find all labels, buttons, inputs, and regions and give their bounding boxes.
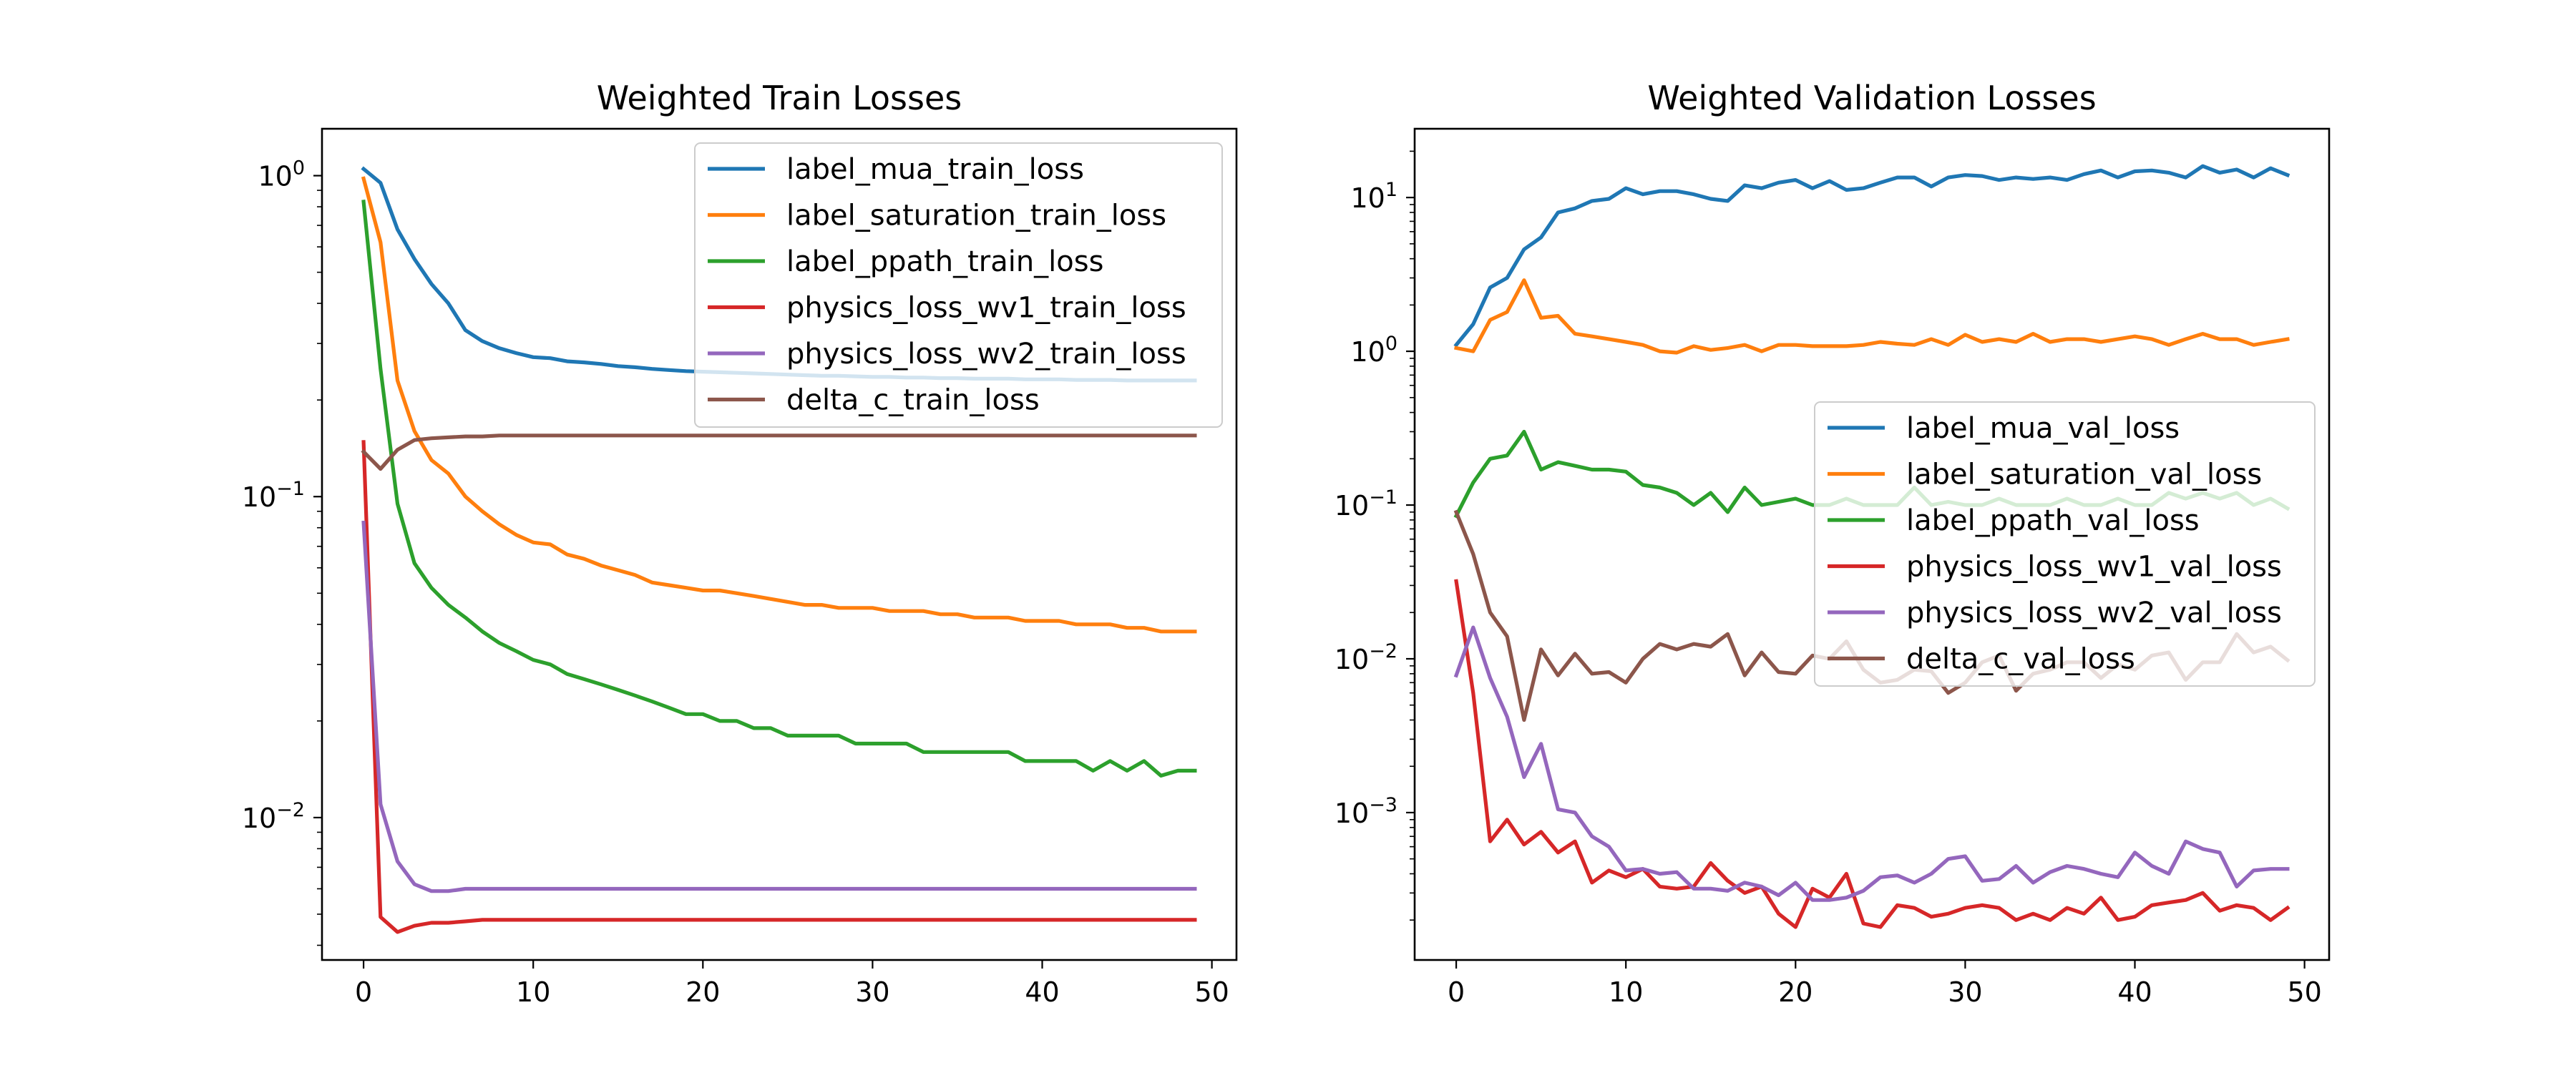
train-losses-axes-frame [321,127,1238,961]
train-losses-legend: label_mua_train_loss label_saturation_tra… [694,142,1223,428]
train-losses-legend-label: label_ppath_train_loss [786,245,1103,278]
validation-losses-x-tick-label: 10 [1609,976,1643,1008]
validation-losses-x-tick-label: 40 [2117,976,2152,1008]
validation-losses-axes-frame [1413,127,2331,961]
train-losses-y-tick-label: 10−2 [242,799,305,834]
train-losses-series-delta_c_train_loss [361,433,1197,471]
train-losses-series-physics_loss_wv2_train_loss [361,520,1197,893]
train-losses-y-tick-label: 10−1 [242,478,305,513]
validation-losses-y-tick-label: 10−2 [1335,640,1397,675]
train-losses-panel: Weighted Train Losses 0 10 20 30 40 50 100 10−1… [242,79,1238,1008]
validation-losses-legend-box [1814,401,2316,687]
train-losses-x-tick-label: 10 [516,976,550,1008]
train-losses-y-tick-label: 100 [258,157,305,192]
train-losses-x-tick-label: 20 [686,976,720,1008]
validation-losses-legend-label: physics_loss_wv1_val_loss [1906,551,2282,584]
validation-losses-x-tick-label: 0 [1448,976,1465,1008]
validation-losses-series-physics_loss_wv1_val_loss [1454,579,2290,929]
validation-losses-series-label_saturation_val_loss [1454,278,2290,355]
validation-losses-title: Weighted Validation Losses [1647,79,2096,117]
train-losses-legend-label: delta_c_train_loss [786,384,1040,417]
validation-losses-series-label_mua_val_loss [1453,164,2290,348]
train-losses-series-label_ppath_train_loss [361,200,1197,778]
validation-losses-series-physics_loss_wv2_val_loss [1453,625,2290,902]
train-losses-series-label_saturation_train_loss [361,176,1197,634]
train-losses-legend-label: physics_loss_wv1_train_loss [786,292,1186,325]
validation-losses-legend-label: label_saturation_val_loss [1906,459,2262,491]
train-losses-legend-label: label_mua_train_loss [786,153,1084,186]
train-losses-legend-label: physics_loss_wv2_train_loss [786,338,1186,371]
validation-losses-y-tick-label: 101 [1350,179,1397,214]
validation-losses-legend-label: physics_loss_wv2_val_loss [1906,597,2282,629]
train-losses-x-tick-label: 30 [855,976,889,1008]
train-losses-legend-label: label_saturation_train_loss [786,200,1166,232]
train-losses-series-physics_loss_wv1_train_loss [361,440,1197,934]
validation-losses-y-tick-label: 10−1 [1335,486,1397,521]
validation-losses-x-tick-label: 30 [1948,976,1982,1008]
train-losses-x-tick-label: 50 [1194,976,1229,1008]
validation-losses-x-tick-label: 20 [1778,976,1813,1008]
validation-losses-x-tick-label: 50 [2287,976,2321,1008]
train-losses-x-tick-label: 40 [1025,976,1059,1008]
validation-losses-legend-label: label_ppath_val_loss [1906,504,2200,537]
validation-losses-y-tick-label: 100 [1350,333,1397,368]
validation-losses-legend-label: delta_c_val_loss [1906,643,2135,676]
validation-losses-legend: label_mua_val_loss label_saturation_val_l… [1814,401,2316,687]
train-losses-title: Weighted Train Losses [597,79,962,117]
validation-losses-y-tick-label: 10−3 [1335,794,1397,829]
validation-losses-legend-label: label_mua_val_loss [1906,412,2180,445]
train-losses-x-tick-label: 0 [355,976,372,1008]
train-losses-legend-box [694,142,1223,428]
validation-losses-panel: Weighted Validation Losses 0 10 20 30 40 50 10… [1335,79,2331,1008]
